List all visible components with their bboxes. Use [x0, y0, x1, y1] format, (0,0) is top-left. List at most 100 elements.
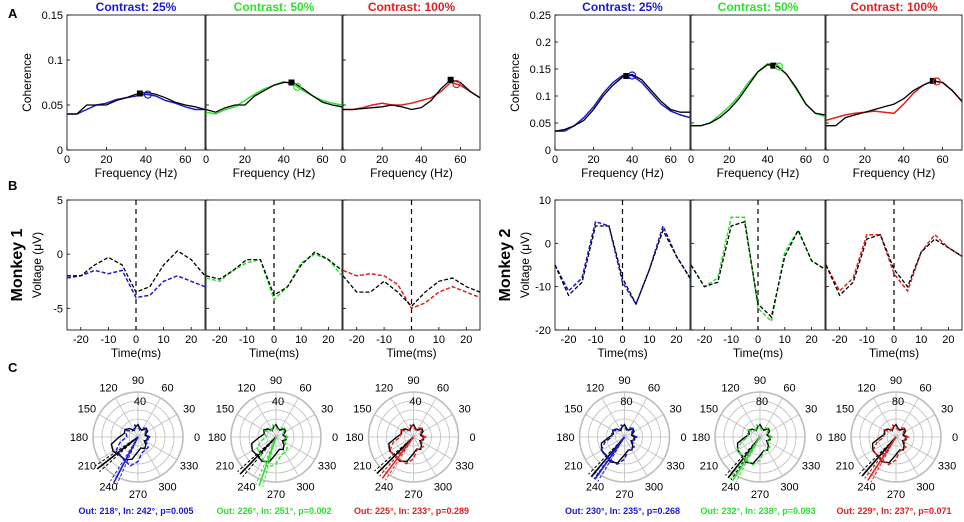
angle-label: 240: [721, 481, 739, 493]
angle-label: 240: [237, 481, 255, 493]
angle-label: 120: [721, 383, 739, 395]
angle-label: 210: [353, 461, 371, 473]
x-tick-label: 60: [936, 154, 948, 166]
angle-label: 270: [887, 489, 905, 501]
x-tick-label: -10: [376, 334, 392, 346]
polar-spoke: [275, 436, 299, 477]
x-axis-label: Frequency (Hz): [581, 166, 664, 180]
x-tick-label: 0: [823, 154, 829, 166]
x-tick-label: 20: [100, 154, 112, 166]
x-tick-label: 10: [915, 334, 927, 346]
polar-spoke: [253, 436, 277, 477]
mean-out-line: [376, 436, 415, 475]
x-tick-label: 20: [460, 334, 472, 346]
series-in-line: [825, 80, 963, 122]
x-axis-label: Frequency (Hz): [370, 166, 453, 180]
y-tick-label: 0.15: [530, 64, 551, 76]
rose-in: [600, 424, 639, 466]
peak-marker-in: [452, 80, 461, 89]
rose-in: [736, 424, 774, 466]
plot-B-0: -20 -10 0 10 20 -5 0 5 Time(ms) Voltage (μV): [30, 195, 206, 360]
angle-label: 240: [375, 481, 393, 493]
peak-marker-out: [288, 79, 295, 86]
angle-label: 0: [469, 432, 475, 444]
angle-label: 120: [237, 383, 255, 395]
rose-out: [250, 423, 287, 463]
x-tick-label: 40: [140, 154, 152, 166]
condition-title-2: Contrast: 50%: [718, 0, 799, 14]
angle-label: 60: [783, 383, 795, 395]
x-tick-label: -20: [349, 334, 365, 346]
x-axis-label: Frequency (Hz): [853, 166, 936, 180]
x-tick-label: -10: [100, 334, 116, 346]
radial-label: 80: [620, 396, 632, 408]
x-tick-label: 0: [271, 334, 277, 346]
angle-label: 60: [299, 383, 311, 395]
angle-label: 30: [669, 404, 681, 416]
angle-label: 180: [828, 432, 846, 444]
angle-label: 210: [564, 461, 582, 473]
x-tick-label: 60: [316, 154, 328, 166]
panel-letter-c: C: [8, 360, 18, 375]
angle-label: 300: [434, 481, 452, 493]
panel-letter-b: B: [8, 178, 17, 193]
plot-frame: [66, 14, 206, 151]
condition-title-1: Contrast: 25%: [582, 0, 663, 14]
condition-title-3: Contrast: 100%: [850, 0, 938, 14]
mean-out-line: [237, 436, 277, 472]
angle-label: 330: [802, 461, 820, 473]
plot-frame: [825, 14, 963, 151]
panel-letter-a: A: [8, 6, 18, 21]
condition-title-3: Contrast: 100%: [368, 0, 456, 14]
rose-out: [600, 423, 636, 464]
x-tick-label: 0: [340, 154, 346, 166]
mean-in-line: [110, 436, 139, 482]
y-axis-label: Voltage (μV): [30, 232, 44, 298]
x-tick-label: 0: [408, 334, 414, 346]
x-tick-label: 40: [898, 154, 910, 166]
series-in-line: [66, 269, 206, 299]
polar-stats-label: Out: 229°, In: 237°, p=0.071: [837, 506, 952, 516]
radial-label: 80: [756, 396, 768, 408]
plot-frame: [205, 14, 343, 151]
x-tick-label: -10: [723, 334, 739, 346]
mean-in-line: [591, 436, 625, 478]
y-tick-label: 10: [539, 195, 551, 207]
x-tick-label: -20: [561, 334, 577, 346]
angle-label: 90: [890, 375, 902, 387]
polar-stats-label: Out: 225°, In: 233°, p=0.289: [354, 506, 469, 516]
x-tick-label: 20: [670, 334, 682, 346]
plot-B-5: -20 -10 0 10 20 Time(ms): [825, 199, 963, 360]
angle-label: 270: [615, 489, 633, 501]
y-tick-label: 0: [545, 145, 551, 157]
rose-in: [388, 424, 428, 465]
mean-in-line: [735, 436, 761, 483]
angle-label: 30: [321, 404, 333, 416]
x-tick-label: 20: [859, 154, 871, 166]
x-tick-label: 10: [779, 334, 791, 346]
x-axis-label: Time(ms): [386, 346, 436, 360]
polar-stats-label: Out: 218°, In: 242°, p=0.005: [79, 506, 194, 516]
angle-label: 180: [208, 432, 226, 444]
polar-spoke: [585, 414, 625, 438]
polar-spoke: [895, 414, 936, 438]
angle-label: 180: [345, 432, 363, 444]
y-tick-label: -20: [535, 325, 551, 337]
polar-spoke: [585, 436, 625, 460]
polar-spoke: [856, 436, 897, 460]
polar-spoke: [856, 414, 897, 438]
x-tick-label: 0: [64, 154, 70, 166]
rose-out: [736, 423, 771, 465]
x-tick-label: 60: [179, 154, 191, 166]
series-in-line: [67, 93, 205, 115]
plot-A-0: 0 20 40 60 0 0.05 0.1 0.15 Frequency (Hz) Coheren…: [20, 10, 206, 180]
polar-stats-label: Out: 232°, In: 238°, p=0.093: [701, 506, 816, 516]
angle-label: 300: [296, 481, 314, 493]
plot-B-1: -20 -10 0 10 20 Time(ms): [205, 199, 343, 360]
angle-label: 60: [161, 383, 173, 395]
mean-in-line: [384, 436, 414, 481]
peak-marker-in: [143, 90, 152, 99]
x-axis-label: Time(ms): [733, 346, 783, 360]
peak-marker-in: [774, 62, 784, 71]
